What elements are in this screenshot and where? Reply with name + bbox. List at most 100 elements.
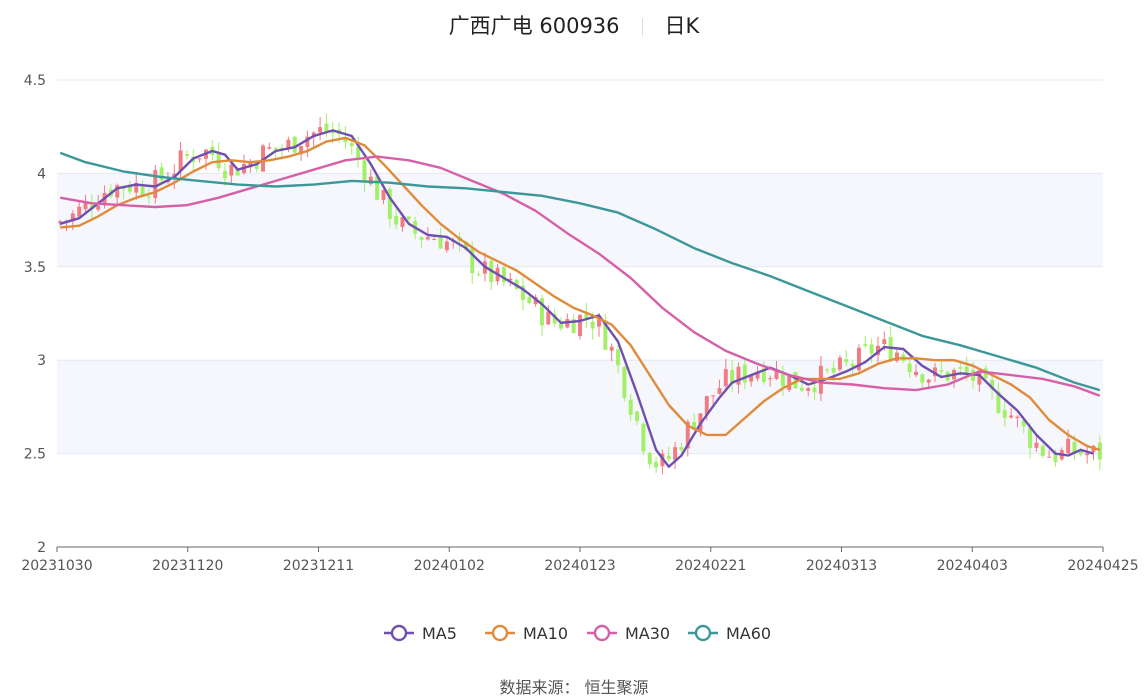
candle-body — [882, 339, 887, 344]
candle-body — [755, 372, 760, 379]
y-tick-label: 3 — [37, 353, 46, 369]
period-label[interactable]: 日K — [664, 14, 700, 38]
candle-body — [673, 447, 678, 460]
candle-body — [375, 176, 380, 200]
candle-body — [438, 237, 443, 249]
candle-body — [552, 314, 557, 324]
candle-body — [856, 347, 861, 371]
candle-body — [926, 379, 931, 383]
x-tick-label: 20240123 — [544, 558, 615, 574]
candle-body — [571, 319, 576, 334]
candle-body — [895, 352, 899, 362]
candle-body — [153, 169, 158, 199]
candle-body — [964, 366, 969, 373]
candle-body — [1072, 441, 1077, 453]
candle-body — [812, 387, 817, 393]
candle-body — [742, 364, 747, 383]
legend-marker — [593, 624, 611, 642]
candle-body — [730, 370, 735, 385]
candle-body — [184, 153, 189, 156]
candle-body — [793, 372, 798, 389]
ma-line-ma30 — [59, 155, 1101, 397]
candle-body — [628, 399, 633, 415]
candle-body — [850, 364, 855, 367]
candle-body — [267, 147, 272, 149]
candle-body — [1078, 449, 1083, 455]
candle-body — [590, 321, 595, 329]
candle-body — [394, 215, 399, 225]
candle-body — [318, 127, 323, 133]
candle-body — [990, 379, 995, 390]
candle-body — [159, 167, 164, 181]
candle-body — [1015, 416, 1020, 418]
moving-average-lines — [59, 129, 1101, 468]
candle-body — [787, 375, 792, 390]
candle-body — [1009, 415, 1014, 418]
legend-item-ma60[interactable]: MA60 — [688, 624, 771, 643]
candle-body — [1097, 442, 1102, 460]
candle-body — [1002, 410, 1007, 418]
legend-label: MA30 — [625, 624, 670, 643]
candle-body — [463, 241, 468, 250]
candle-body — [508, 278, 513, 281]
x-tick-label: 20240221 — [675, 558, 746, 574]
candle-body — [324, 123, 329, 133]
candle-body — [666, 455, 671, 460]
candle-body — [400, 217, 405, 227]
candle-body — [432, 239, 437, 241]
y-tick-label: 2 — [37, 540, 46, 556]
legend: MA5 MA10 MA30 MA60 — [384, 624, 771, 643]
grid-band — [57, 360, 1103, 454]
candle-body — [146, 196, 151, 198]
candle-body — [1047, 456, 1052, 458]
candle-body — [1053, 453, 1058, 463]
candle-body — [692, 422, 697, 430]
legend-item-ma30[interactable]: MA30 — [587, 624, 670, 643]
candle-body — [920, 374, 925, 383]
candle-body — [539, 298, 544, 326]
candle-body — [501, 267, 506, 283]
x-tick-label: 20231030 — [21, 558, 92, 574]
x-tick-label: 20240403 — [937, 558, 1008, 574]
candle-body — [780, 374, 785, 387]
candle-body — [749, 375, 754, 382]
legend-item-ma10[interactable]: MA10 — [485, 624, 568, 643]
legend-marker — [694, 624, 712, 642]
candle-body — [1028, 427, 1033, 448]
legend-item-ma5[interactable]: MA5 — [384, 624, 457, 643]
candle-body — [977, 371, 982, 385]
candle-body — [140, 184, 145, 196]
candle-body — [406, 216, 411, 220]
candle-body — [1021, 420, 1026, 427]
candle-body — [292, 136, 297, 153]
candle-body — [197, 158, 202, 160]
legend-label: MA5 — [422, 624, 457, 643]
candle-body — [647, 452, 652, 465]
candle-body — [343, 137, 348, 143]
x-tick-label: 20240102 — [414, 558, 485, 574]
candle-body — [362, 160, 367, 182]
candle-body — [115, 185, 120, 198]
candle-body — [70, 213, 75, 222]
y-tick-label: 4 — [37, 166, 46, 182]
grid-bands — [57, 173, 1103, 454]
data-source: 数据来源： 恒生聚源 — [499, 678, 649, 697]
candle-body — [825, 369, 830, 371]
candle-body — [1066, 438, 1071, 454]
candle-body — [470, 247, 475, 274]
candle-body — [761, 368, 766, 382]
x-tick-label: 20240425 — [1067, 558, 1138, 574]
candle-body — [254, 163, 259, 169]
legend-label: MA10 — [523, 624, 568, 643]
candle-body — [603, 320, 608, 350]
grid-band — [57, 173, 1103, 267]
candle-body — [381, 190, 386, 200]
candle-body — [837, 357, 842, 370]
candle-body — [235, 167, 240, 176]
y-tick-label: 3.5 — [24, 260, 46, 276]
candle-body — [875, 345, 880, 356]
legend-marker — [390, 624, 408, 642]
candle-body — [387, 188, 392, 220]
candle-body — [914, 371, 918, 376]
